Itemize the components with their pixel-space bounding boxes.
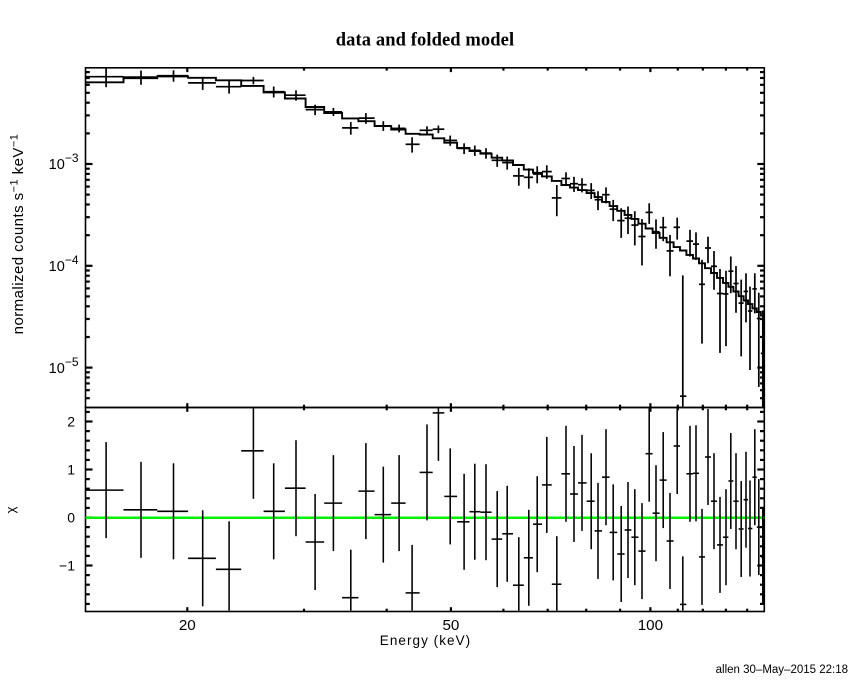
svg-text:allen 30–May–2015 22:18: allen 30–May–2015 22:18	[716, 664, 848, 676]
svg-text:χ: χ	[3, 506, 18, 513]
svg-text:data and folded model: data and folded model	[336, 31, 514, 51]
svg-text:50: 50	[442, 617, 459, 634]
svg-text:Energy (keV): Energy (keV)	[380, 633, 471, 648]
svg-text:20: 20	[179, 617, 196, 634]
svg-text:−1: −1	[59, 558, 75, 574]
svg-text:1: 1	[67, 462, 75, 478]
svg-text:2: 2	[67, 414, 75, 430]
svg-text:0: 0	[67, 510, 75, 526]
svg-text:normalized counts s−1 keV−1: normalized counts s−1 keV−1	[9, 134, 28, 335]
svg-text:100: 100	[638, 617, 663, 634]
